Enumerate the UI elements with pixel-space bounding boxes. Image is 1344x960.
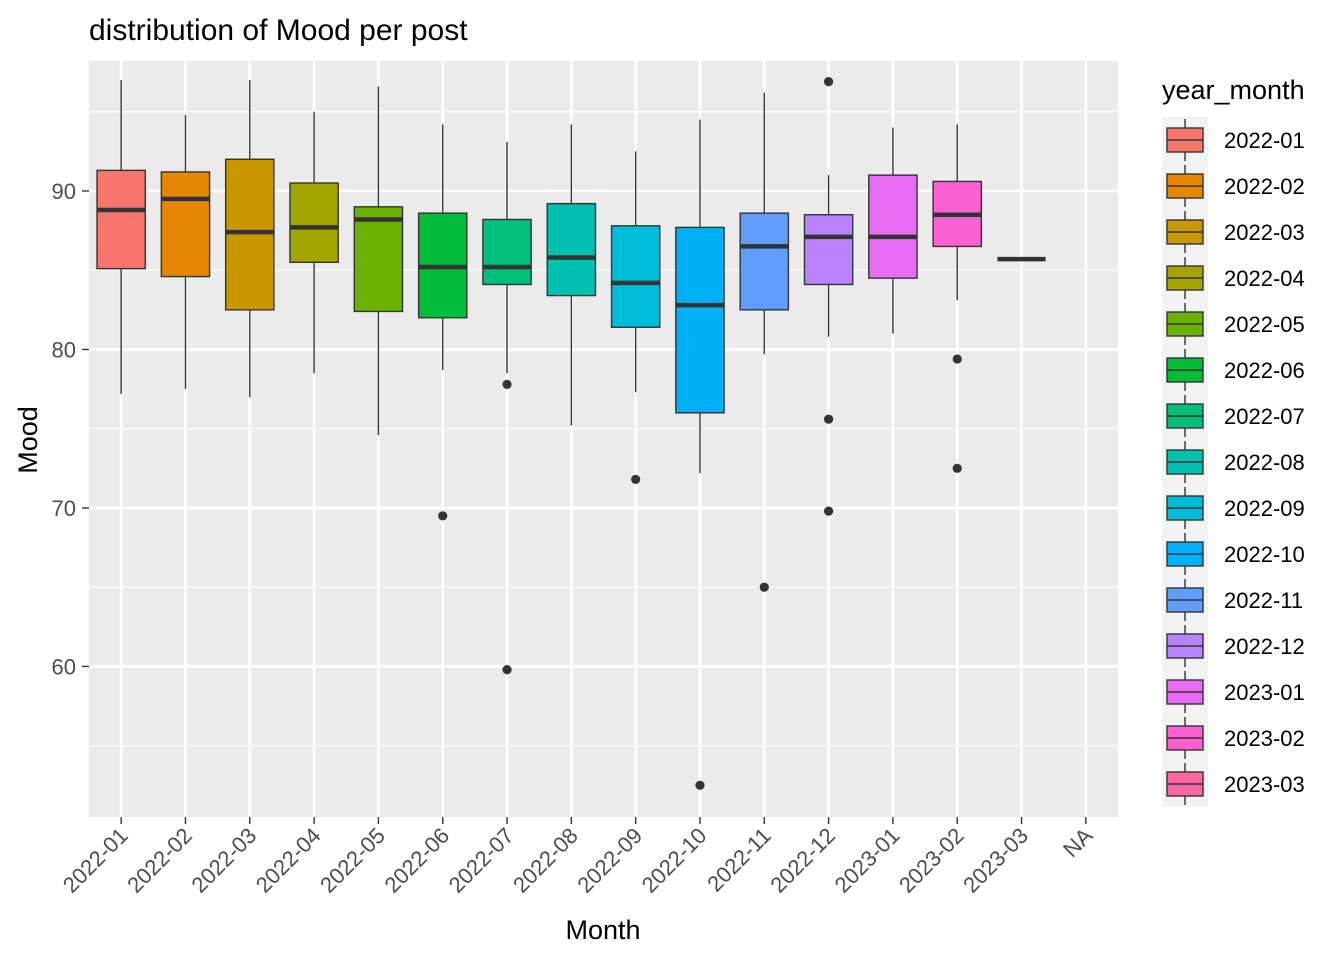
box-outlier — [695, 780, 705, 790]
box-iqr — [224, 158, 275, 311]
legend-entry-2022-09: 2022-09 — [1166, 487, 1305, 529]
legend-entry-2022-04: 2022-04 — [1166, 257, 1305, 299]
box-outlier — [823, 77, 834, 87]
y-tick-label: 80 — [52, 337, 76, 362]
legend-entry-2022-08: 2022-08 — [1166, 441, 1305, 483]
legend-entry-2022-12: 2022-12 — [1166, 625, 1305, 667]
legend-label: 2022-07 — [1224, 404, 1305, 429]
box-outlier — [952, 354, 962, 364]
legend-label: 2022-12 — [1224, 634, 1305, 659]
y-tick-label: 70 — [52, 496, 76, 521]
box-iqr — [610, 225, 661, 328]
legend-label: 2022-01 — [1224, 128, 1305, 153]
legend-label: 2022-04 — [1224, 266, 1305, 291]
legend-label: 2023-01 — [1224, 680, 1305, 705]
legend-entry-2022-07: 2022-07 — [1166, 395, 1305, 437]
legend-label: 2022-03 — [1224, 220, 1305, 245]
box-2022-05 — [353, 86, 404, 436]
box-iqr — [160, 171, 211, 278]
legend-label: 2022-02 — [1224, 174, 1305, 199]
legend-entry-2022-10: 2022-10 — [1166, 533, 1305, 575]
box-outlier — [502, 665, 512, 675]
box-iqr — [353, 206, 404, 313]
y-tick-label: 60 — [52, 654, 76, 679]
box-iqr — [96, 169, 146, 270]
box-outlier — [502, 379, 512, 389]
legend-entry-2022-02: 2022-02 — [1166, 165, 1305, 207]
box-iqr — [482, 218, 532, 286]
legend-label: 2022-08 — [1224, 450, 1305, 475]
box-2022-12 — [803, 77, 854, 516]
legend-title: year_month — [1162, 75, 1305, 105]
legend-entry-2022-11: 2022-11 — [1166, 579, 1303, 621]
legend-label: 2022-05 — [1224, 312, 1305, 337]
box-2022-02 — [160, 114, 211, 390]
box-2022-01 — [96, 80, 146, 394]
x-axis-title: Month — [565, 915, 640, 945]
box-outlier — [823, 506, 834, 516]
box-iqr — [739, 212, 790, 311]
box-outlier — [631, 474, 641, 485]
chart-title: distribution of Mood per post — [89, 14, 468, 47]
y-axis-title: Mood — [13, 406, 43, 474]
box-2023-02 — [932, 124, 983, 473]
box-2022-09 — [610, 151, 661, 485]
legend-label: 2023-02 — [1224, 726, 1305, 751]
legend-entry-2022-05: 2022-05 — [1166, 303, 1305, 345]
box-iqr — [289, 182, 339, 263]
legend-entry-2023-02: 2023-02 — [1166, 717, 1305, 759]
legend: year_month 2022-01 2022-02 2022-03 2022-04 2… — [1162, 75, 1305, 807]
legend-entry-2023-01: 2023-01 — [1166, 671, 1305, 713]
box-2022-03 — [224, 80, 275, 397]
legend-entry-2022-01: 2022-01 — [1166, 119, 1305, 161]
box-outlier — [823, 414, 834, 424]
box-outlier — [759, 582, 769, 592]
legend-entry-2023-03: 2023-03 — [1166, 763, 1305, 805]
legend-label: 2022-09 — [1224, 496, 1305, 521]
legend-label: 2022-10 — [1224, 542, 1305, 567]
box-series — [96, 77, 1046, 790]
legend-label: 2022-06 — [1224, 358, 1305, 383]
box-iqr — [803, 214, 854, 286]
box-2022-06 — [417, 124, 468, 521]
box-2022-04 — [289, 111, 339, 374]
box-iqr — [546, 202, 597, 297]
box-outlier — [438, 511, 448, 521]
box-2023-01 — [868, 127, 918, 334]
box-iqr — [675, 226, 725, 414]
legend-label: 2022-11 — [1224, 588, 1303, 613]
legend-entry-2022-06: 2022-06 — [1166, 349, 1305, 391]
legend-label: 2023-03 — [1224, 772, 1305, 797]
box-2022-10 — [675, 119, 725, 790]
box-outlier — [952, 463, 962, 473]
y-tick-label: 90 — [52, 179, 76, 204]
legend-entry-2022-03: 2022-03 — [1166, 211, 1305, 253]
box-iqr — [868, 174, 918, 279]
box-2022-11 — [739, 92, 790, 592]
box-2022-07 — [482, 141, 532, 675]
box-2022-08 — [546, 124, 597, 426]
